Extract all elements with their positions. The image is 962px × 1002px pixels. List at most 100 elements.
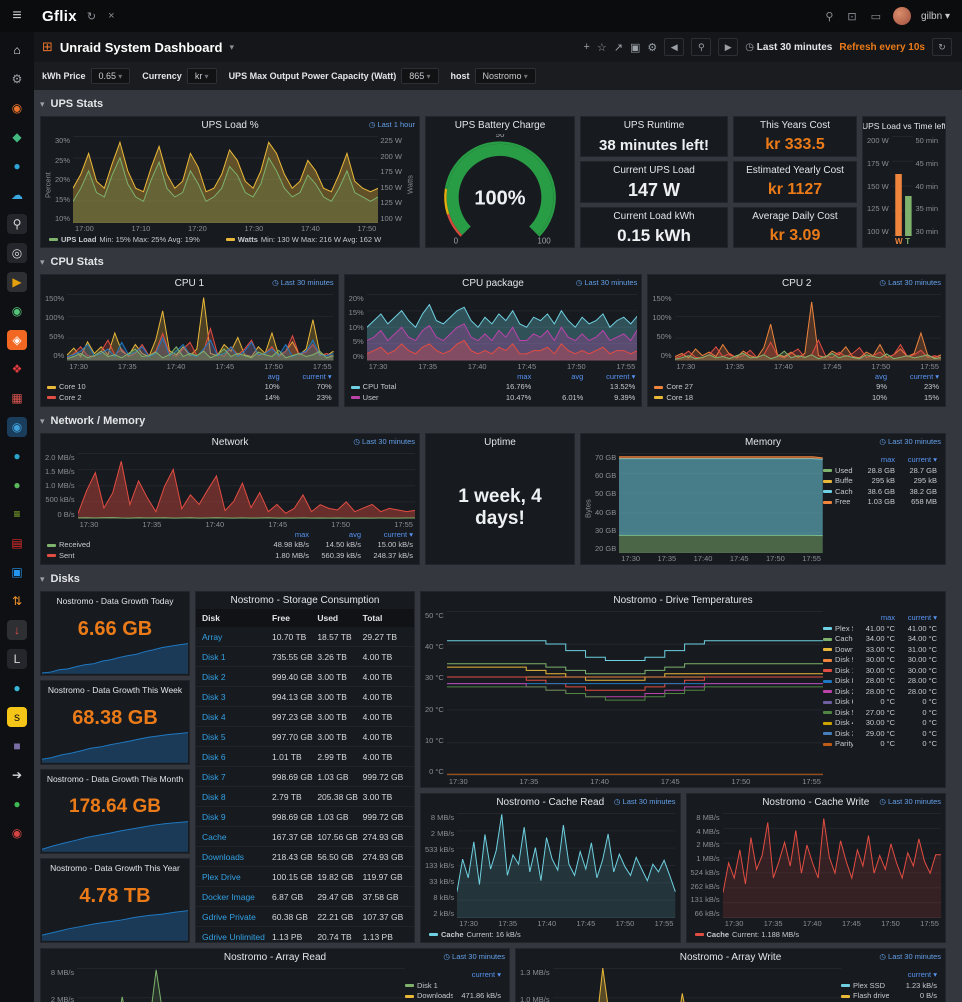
panel-title[interactable]: Nostromo - Data Growth This Week	[47, 684, 183, 695]
sidebar-icon-telegram[interactable]: ●	[13, 159, 21, 173]
panel-title[interactable]: Nostromo - Cache WriteLast 30 minutes	[687, 794, 946, 811]
sidebar-icon-drop[interactable]: ●	[13, 681, 21, 695]
legend-header[interactable]: max	[517, 371, 532, 381]
variable-value-dropdown[interactable]: 865	[401, 68, 439, 84]
sidebar-icon-ombi[interactable]: ●	[13, 478, 21, 492]
disk-link[interactable]: Gdrive Private	[202, 911, 256, 922]
refresh-interval-picker[interactable]: Refresh every 10s	[839, 41, 925, 53]
sidebar-icon-portal[interactable]: ◉	[11, 826, 23, 840]
legend-header[interactable]: max	[880, 613, 895, 622]
disk-link[interactable]: Cache	[202, 831, 227, 842]
legend-item[interactable]: Cache Current: 16 kB/s	[429, 930, 521, 939]
legend-item[interactable]: Free 1.03 GB 658 MB	[823, 497, 937, 508]
panel-title[interactable]: MemoryLast 30 minutes	[581, 434, 945, 451]
gear-icon[interactable]: ⚙	[647, 41, 658, 54]
legend-item[interactable]: Received 48.98 kB/s 14.50 kB/s 15.00 kB/s	[47, 540, 413, 551]
legend-item[interactable]: Disk 329.00 °C0 °C	[823, 729, 937, 740]
legend-item[interactable]: User 10.47% 6.01% 9.39%	[350, 393, 635, 404]
cycle-icon[interactable]: ↻	[86, 10, 97, 23]
dashboard-title[interactable]: Unraid System Dashboard	[59, 39, 223, 55]
panel-title[interactable]: UPS Load %Last 1 hour	[41, 117, 419, 134]
legend-item[interactable]: Disk 828.00 °C28.00 °C	[823, 676, 937, 687]
panel-title[interactable]: Nostromo - Data Growth This Year	[50, 862, 180, 873]
legend-header[interactable]: avg	[571, 371, 584, 381]
share-icon[interactable]: ↗	[613, 41, 623, 54]
sidebar-icon-organizr[interactable]: ■	[13, 739, 21, 753]
legend-header[interactable]: current ▾	[907, 613, 937, 622]
add-panel-icon[interactable]: +	[583, 41, 590, 53]
legend-item[interactable]: Core 10 10% 70%	[47, 382, 332, 393]
legend-header[interactable]: avg	[874, 371, 888, 381]
array-write-chart[interactable]	[552, 968, 841, 1002]
legend-item[interactable]: Flash drive 0 B/s	[841, 991, 937, 1002]
drive-temperatures-chart[interactable]	[446, 611, 823, 776]
legend-item[interactable]: Downloads33.00 °C31.00 °C	[823, 645, 937, 656]
legend-item[interactable]: Disk 930.00 °C30.00 °C	[823, 655, 937, 666]
hamburger-menu-icon[interactable]: ≡	[12, 7, 22, 24]
panel-title[interactable]: NetworkLast 30 minutes	[41, 434, 419, 451]
legend-item[interactable]: Disk 430.00 °C0 °C	[823, 718, 937, 729]
legend-item[interactable]: Plex SSD 1.23 kB/s	[841, 981, 937, 992]
panel-title[interactable]: Uptime	[484, 437, 516, 448]
legend-header[interactable]: current ▾	[909, 371, 940, 381]
sidebar-icon-docker[interactable]: ●	[13, 449, 21, 463]
sidebar-icon-sync[interactable]: ⇅	[11, 594, 23, 608]
fullscreen-icon[interactable]: ⊡	[847, 10, 857, 23]
legend-item[interactable]: Core 27 9% 23%	[654, 382, 939, 393]
legend-item[interactable]: UPS Load Min: 15% Max: 25% Avg: 19%	[49, 235, 200, 244]
sidebar-icon-lazylibrarian[interactable]: L	[7, 649, 27, 669]
legend-header[interactable]: max	[294, 529, 309, 539]
panel-title[interactable]: Current UPS Load	[613, 165, 695, 177]
cache-read-chart[interactable]	[457, 813, 676, 918]
save-icon[interactable]: ▣	[629, 41, 641, 54]
sidebar-icon-plex[interactable]: ▶	[7, 272, 27, 292]
legend-item[interactable]: Disk 228.00 °C28.00 °C	[823, 687, 937, 698]
panel-title[interactable]: UPS Runtime	[623, 120, 685, 131]
sidebar-icon-deluge[interactable]: ◉	[11, 101, 23, 115]
ups-load-chart[interactable]	[73, 136, 379, 223]
disk-link[interactable]: Gdrive Unlimited	[202, 931, 265, 942]
disk-link[interactable]: Plex Drive	[202, 871, 241, 882]
zoom-out-button[interactable]: ⚲	[691, 38, 712, 56]
sidebar-icon-sonarr[interactable]: ◉	[11, 304, 23, 318]
panel-title[interactable]: This Years Cost	[759, 120, 831, 131]
legend-item[interactable]: Parity 0 °C 0 °C	[823, 739, 937, 750]
legend-item[interactable]: CPU Total 16.76% 13.52%	[350, 382, 635, 393]
disk-link[interactable]: Disk 6	[202, 751, 226, 762]
disk-link[interactable]: Array	[202, 631, 223, 642]
disk-link[interactable]: Disk 4	[202, 711, 226, 722]
sidebar-icon-github[interactable]: ●	[13, 797, 21, 811]
sidebar-icon-sabnzbd[interactable]: s	[7, 707, 27, 727]
disk-link[interactable]: Disk 2	[202, 671, 226, 682]
panel-title[interactable]: Average Daily Cost	[752, 210, 838, 222]
sidebar-icon-unraid[interactable]: ▤	[11, 536, 23, 550]
star-icon[interactable]: ☆	[596, 41, 607, 54]
section-disks[interactable]: ▾ Disks	[40, 573, 80, 585]
legend-item[interactable]: Disk 130.00 °C30.00 °C	[823, 666, 937, 677]
panel-title[interactable]: Estimated Yearly Cost	[746, 165, 844, 177]
legend-header[interactable]: current ▾	[471, 970, 501, 979]
sidebar-icon-tautulli[interactable]: ◉	[7, 417, 27, 437]
variable-value-dropdown[interactable]: kr	[186, 68, 217, 84]
panel-title[interactable]: CPU packageLast 30 minutes	[345, 275, 642, 292]
chevron-down-icon[interactable]: ▾	[229, 41, 234, 52]
time-range-picker[interactable]: Last 30 minutes	[745, 42, 833, 53]
sidebar-icon-cloud[interactable]: ☁	[11, 188, 23, 202]
legend-item[interactable]: Disk 1	[405, 981, 501, 992]
sidebar-icon-portainer[interactable]: ▣	[11, 565, 23, 579]
legend-item[interactable]: Cache34.00 °C34.00 °C	[823, 634, 937, 645]
legend-header[interactable]: current ▾	[907, 455, 937, 464]
panel-title[interactable]: Nostromo - Storage Consumption	[230, 595, 380, 606]
sidebar-icon-jackett[interactable]: ⚲	[7, 214, 27, 234]
legend-item[interactable]: Sent 1.80 MB/s 560.39 kB/s 248.37 kB/s	[47, 551, 413, 562]
panel-title[interactable]: CPU 2Last 30 minutes	[648, 275, 945, 292]
section-network-memory[interactable]: ▾ Network / Memory	[40, 415, 146, 427]
network-chart[interactable]	[77, 453, 415, 519]
panel-title[interactable]: Nostromo - Data Growth Today	[56, 595, 174, 606]
sidebar-icon-monitor[interactable]: ◎	[7, 243, 27, 263]
battery-gauge[interactable]: 0 50 100 100%	[426, 134, 574, 247]
variable-value-dropdown[interactable]: Nostromo	[474, 68, 536, 84]
panel-title[interactable]: Nostromo - Array WriteLast 30 minutes	[516, 949, 945, 966]
